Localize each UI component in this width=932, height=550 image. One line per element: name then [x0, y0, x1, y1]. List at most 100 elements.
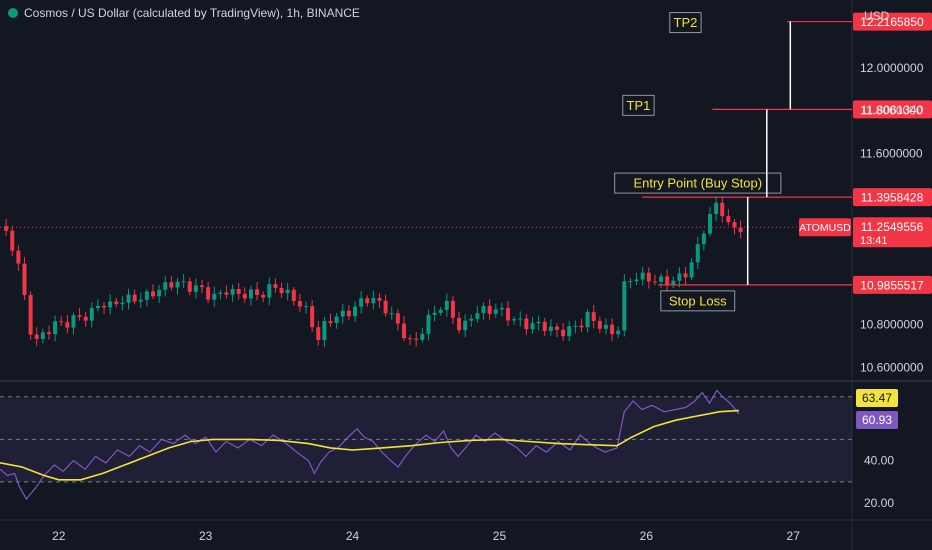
level-price-tag — [853, 12, 932, 31]
candle-body — [138, 299, 143, 302]
candle-body — [530, 323, 535, 330]
candle-body — [102, 305, 107, 308]
candle-body — [291, 289, 296, 302]
candle-body — [310, 306, 315, 328]
time-tick-label: 27 — [787, 529, 801, 543]
rsi-ma-value: 63.47 — [862, 391, 892, 405]
candle-body — [328, 321, 333, 323]
candle-body — [114, 301, 119, 305]
candle-body — [248, 289, 253, 299]
level-label-box — [669, 12, 702, 34]
candle-body — [157, 289, 162, 297]
candle-body — [499, 307, 504, 310]
level-label-box — [622, 94, 655, 116]
candle-body — [646, 272, 651, 282]
candle-body — [475, 313, 480, 319]
candle-body — [175, 281, 180, 288]
candle-body — [34, 334, 39, 339]
candle-body — [322, 321, 327, 341]
candle-body — [224, 292, 229, 295]
candle-body — [665, 276, 670, 285]
candle-body — [738, 227, 743, 232]
candle-body — [95, 305, 100, 309]
candle-body — [420, 333, 425, 340]
candle-body — [389, 313, 394, 315]
candle-body — [218, 292, 223, 294]
candle-body — [567, 326, 572, 337]
candle-body — [591, 312, 596, 321]
candle-body — [714, 202, 719, 215]
level-price-label: 11.8061340 — [861, 103, 924, 117]
rsi-tick-label: 40.00 — [864, 454, 894, 468]
candle-body — [59, 321, 64, 323]
candle-body — [304, 306, 309, 308]
candle-body — [652, 281, 657, 283]
candle-body — [640, 272, 645, 280]
price-tick-label: 12.0000000 — [860, 61, 924, 75]
candle-body — [242, 293, 247, 299]
candle-body — [579, 325, 584, 328]
price-tick-label: 10.8000000 — [860, 318, 924, 332]
candle-body — [444, 300, 449, 310]
candle-body — [634, 279, 639, 282]
candle-body — [506, 307, 511, 321]
level-price-label: 10.9855517 — [860, 278, 924, 292]
candle-body — [83, 316, 88, 321]
candle-body — [22, 263, 27, 296]
candle-body — [279, 287, 284, 294]
price-tick-label: 11.8000000 — [860, 104, 923, 118]
candle-body — [395, 313, 400, 324]
level-label-box — [660, 290, 736, 312]
market-status-icon — [8, 8, 18, 18]
candle-body — [677, 273, 682, 281]
candle-body — [340, 310, 345, 317]
candle-body — [108, 301, 113, 308]
candle-body — [689, 262, 694, 278]
candle-body — [16, 250, 21, 264]
candle-body — [414, 338, 419, 340]
candle-body — [548, 326, 553, 332]
candle-body — [285, 289, 290, 294]
candle-body — [432, 312, 437, 315]
candle-body — [377, 297, 382, 301]
candle-body — [401, 323, 406, 339]
candle-body — [89, 308, 94, 321]
candle-body — [518, 318, 523, 320]
current-price-tag — [853, 217, 932, 248]
candle-body — [359, 298, 364, 307]
candle-body — [450, 300, 455, 318]
candle-body — [659, 276, 664, 282]
candle-body — [316, 327, 321, 341]
price-tick-label: 10.6000000 — [860, 360, 924, 374]
candle-body — [71, 315, 76, 328]
candle-body — [267, 284, 272, 298]
candle-body — [297, 301, 302, 307]
candle-body — [144, 291, 149, 300]
candle-body — [169, 282, 174, 288]
candle-body — [346, 310, 351, 317]
time-tick-label: 23 — [199, 529, 213, 543]
candle-body — [622, 281, 627, 331]
candle-body — [46, 332, 51, 335]
symbol-tag — [799, 218, 851, 237]
candle-body — [193, 285, 198, 292]
candle-body — [573, 325, 578, 327]
time-tick-label: 26 — [640, 529, 654, 543]
level-label: TP2 — [674, 15, 698, 30]
candle-body — [371, 297, 376, 304]
price-tick-label: 11.6000000 — [860, 146, 923, 160]
candle-body — [408, 338, 413, 340]
current-price-value: 11.2549556 — [861, 220, 924, 234]
candle-body — [683, 273, 688, 278]
candle-body — [236, 288, 241, 294]
candle-body — [4, 226, 9, 231]
level-label: TP1 — [627, 98, 651, 113]
rsi-value-tag — [856, 411, 898, 429]
candle-body — [561, 329, 566, 337]
candle-body — [554, 326, 559, 330]
candle-body — [695, 244, 700, 263]
candle-body — [53, 321, 58, 335]
candle-body — [438, 309, 443, 313]
candle-body — [732, 222, 737, 228]
